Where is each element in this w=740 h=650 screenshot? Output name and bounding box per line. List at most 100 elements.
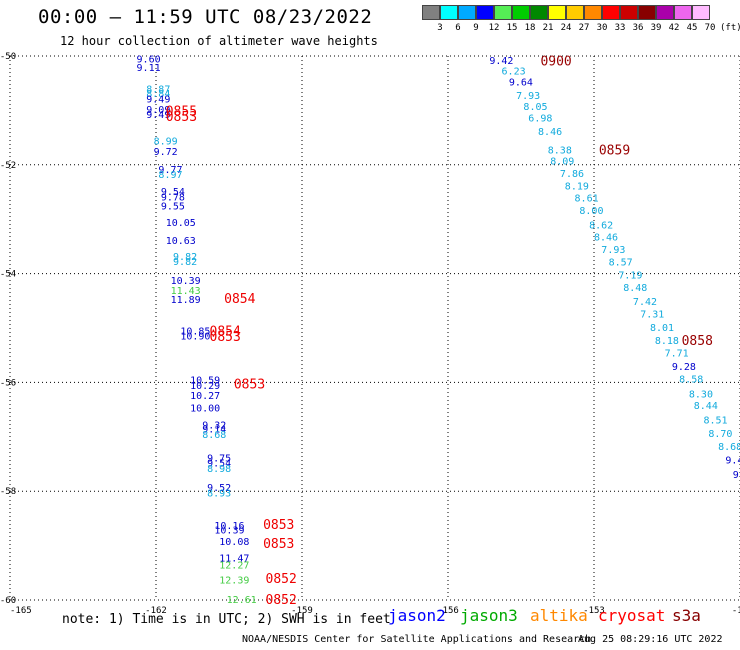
wave-height-label: 10.00 (190, 403, 220, 414)
wave-height-label: 8.51 (704, 415, 728, 426)
wave-height-label: 8.46 (538, 127, 562, 138)
color-scale-swatch (494, 5, 512, 20)
wave-height-label: 8.44 (694, 401, 718, 412)
wave-height-label: 7.93 (516, 91, 540, 102)
wave-height-label: 9.09 (146, 105, 170, 116)
wave-height-label: 9.54 (207, 458, 231, 469)
wave-height-label: 6.23 (502, 67, 526, 78)
wave-height-label: 8.38 (548, 146, 572, 157)
wave-height-label: 9.64 (509, 78, 533, 89)
page-subtitle: 12 hour collection of altimeter wave hei… (60, 34, 378, 48)
color-scale-label: 9 (473, 23, 479, 33)
wave-height-label: 8.46 (594, 233, 618, 244)
legend-entry-jason3: jason3 (460, 606, 518, 625)
footer-note: note: 1) Time is in UTC; 2) SWH is in fe… (62, 612, 391, 627)
y-tick-label: -56 (0, 378, 16, 388)
wave-height-label: 9.45 (725, 456, 740, 467)
x-tick-label: -165 (10, 606, 32, 616)
pass-time-label: 0853 (263, 518, 294, 533)
wave-height-label: 8.18 (655, 336, 679, 347)
color-scale-label: 24 (560, 23, 572, 33)
color-scale-swatch (458, 5, 476, 20)
wave-height-label: 8.68 (202, 430, 226, 441)
color-scale-swatch (548, 5, 566, 20)
color-scale-label: 39 (650, 23, 662, 33)
color-scale-swatch (584, 5, 602, 20)
x-tick-label: -156 (437, 606, 459, 616)
wave-height-label: 10.39 (171, 276, 201, 287)
wave-height-label: 11.89 (171, 295, 201, 306)
pass-time-label: 0854 (224, 292, 255, 307)
wave-height-label: 8.68 (718, 442, 740, 453)
wave-height-label: 9.52 (207, 483, 231, 494)
color-scale-label: 6 (455, 23, 461, 33)
wave-height-label: 9.11 (137, 63, 161, 74)
wave-height-label: 9.75 (207, 453, 231, 464)
color-scale-label: 33 (614, 23, 626, 33)
color-scale-label: 36 (632, 23, 644, 33)
legend-entry-altika: altika (530, 606, 588, 625)
map-grid (9, 55, 740, 601)
wave-height-labels: 9.609.118.878.849.499.099.498.999.729.77… (137, 55, 740, 606)
color-scale-swatch (440, 5, 458, 20)
pass-time-label: 0855 (166, 104, 197, 119)
wave-height-label: 8.00 (579, 206, 603, 217)
legend-entry-jason2: jason2 (388, 606, 446, 625)
wave-height-label: 7.71 (665, 348, 689, 359)
wave-height-label: 12.27 (219, 561, 249, 572)
x-tick-label: -162 (145, 606, 167, 616)
wave-height-label: 8.99 (154, 136, 178, 147)
wave-height-label: 8.57 (609, 258, 633, 269)
wave-height-label: 10.08 (219, 537, 249, 548)
wave-height-label: 10.90 (180, 332, 210, 343)
color-scale-swatch (566, 5, 584, 20)
wave-height-label: 8.05 (523, 102, 547, 113)
y-tick-label: -52 (0, 161, 16, 171)
wave-height-label: 10.27 (190, 391, 220, 402)
wave-height-label: 11.47 (219, 554, 249, 565)
wave-height-label: 9.54 (161, 187, 185, 198)
pass-time-label: 0854 (210, 325, 241, 340)
y-tick-label: -54 (0, 270, 16, 280)
color-scale-label: 15 (506, 23, 518, 33)
pass-time-label: 0900 (540, 54, 571, 69)
wave-height-label: 10.16 (214, 521, 244, 532)
legend-entry-cryosat: cryosat (598, 606, 666, 625)
wave-height-label: 9.32 (202, 420, 226, 431)
wave-height-label: 8.97 (158, 170, 182, 181)
color-scale-swatch (620, 5, 638, 20)
color-scale-label: 18 (524, 23, 536, 33)
wave-height-label: 7.42 (633, 297, 657, 308)
pass-time-labels: 0855085308540854085308530853085308520852… (166, 54, 713, 608)
wave-height-label: 9.77 (158, 165, 182, 176)
wave-height-label: 8.61 (575, 193, 599, 204)
footer-credit: NOAA/NESDIS Center for Satellite Applica… (242, 634, 592, 645)
longitude-ticks: -165 -162 -159 -156 -153 -15 (10, 606, 740, 616)
wave-height-label: 8.30 (689, 389, 713, 400)
color-scale-label: 42 (668, 23, 680, 33)
color-scale-label: 45 (686, 23, 698, 33)
wave-height-label: 8.01 (650, 323, 674, 334)
wave-height-label: 8.09 (550, 156, 574, 167)
wave-height-label: 7.93 (601, 245, 625, 256)
color-scale-label: 21 (542, 23, 554, 33)
wave-height-label: 9.49 (146, 110, 170, 121)
color-scale-unit: (ft) (720, 23, 740, 33)
wave-height-label: 12.61 (227, 595, 257, 606)
x-tick-label: -15 (732, 606, 740, 616)
wave-height-label: 7.19 (618, 271, 642, 282)
wave-height-label: 11.43 (171, 286, 201, 297)
color-scale-swatch (530, 5, 548, 20)
wave-height-label: 9.28 (672, 362, 696, 373)
color-scale-label: 30 (596, 23, 608, 33)
wave-height-label: 9.82 (173, 257, 197, 268)
wave-height-label: 8.19 (565, 181, 589, 192)
wave-height-label: 6.98 (528, 113, 552, 124)
color-scale-swatch (602, 5, 620, 20)
footer-timestamp: Aug 25 08:29:16 UTC 2022 (578, 634, 723, 645)
latitude-ticks: -50 -52 -54 -56 -58 -60 (0, 52, 16, 606)
wave-height-label: 8.70 (708, 429, 732, 440)
pass-time-label: 0859 (599, 144, 630, 159)
legend-entry-s3a: s3a (672, 606, 701, 625)
color-scale-swatch (656, 5, 674, 20)
